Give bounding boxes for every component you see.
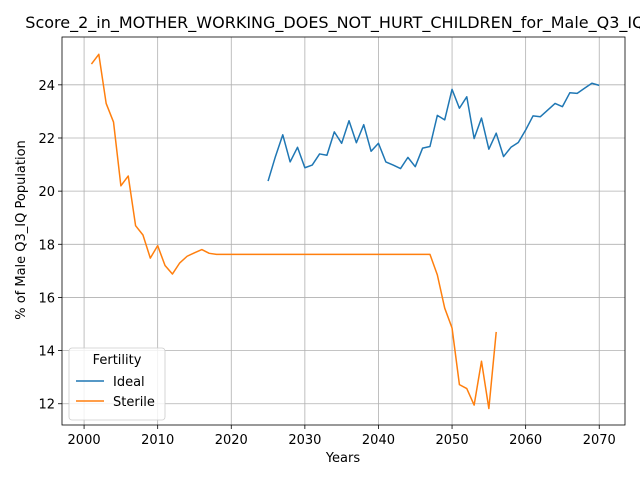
x-axis-label: Years	[325, 451, 361, 466]
series-line-sterile	[90, 53, 497, 410]
x-tick-label: 2000	[68, 433, 101, 448]
legend-title: Fertility	[93, 353, 142, 368]
x-axis-ticks: 2000 2010 2020 2030 2040 2050 2060 2070	[68, 425, 616, 448]
plot-series	[90, 53, 600, 410]
y-tick-label: 24	[38, 79, 55, 94]
legend-label-ideal: Ideal	[113, 375, 145, 390]
y-axis-ticks: 12 14 16 18 20 22 24	[38, 79, 62, 413]
x-tick-label: 2060	[509, 433, 542, 448]
series-line-ideal	[267, 82, 600, 182]
legend-label-sterile: Sterile	[113, 395, 155, 410]
x-tick-label: 2010	[141, 433, 174, 448]
y-tick-label: 20	[38, 185, 55, 200]
x-tick-label: 2020	[215, 433, 248, 448]
legend: Fertility Ideal Sterile	[68, 347, 166, 421]
chart-title: Score_2_in_MOTHER_WORKING_DOES_NOT_HURT_…	[25, 13, 640, 33]
y-tick-label: 16	[38, 291, 55, 306]
y-tick-label: 14	[38, 345, 55, 360]
y-tick-label: 18	[38, 238, 55, 253]
x-tick-label: 2030	[288, 433, 321, 448]
y-tick-label: 12	[38, 398, 55, 413]
y-axis-label: % of Male Q3_IQ Population	[14, 140, 29, 320]
y-tick-label: 22	[38, 132, 55, 147]
x-tick-label: 2040	[362, 433, 395, 448]
plot-frame	[61, 36, 626, 426]
x-tick-label: 2050	[436, 433, 469, 448]
legend-box	[68, 347, 166, 421]
x-tick-label: 2070	[583, 433, 616, 448]
